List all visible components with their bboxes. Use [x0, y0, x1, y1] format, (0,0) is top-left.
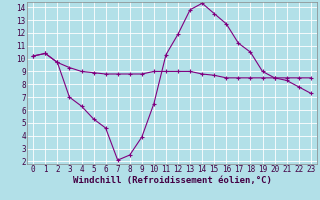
X-axis label: Windchill (Refroidissement éolien,°C): Windchill (Refroidissement éolien,°C): [73, 176, 271, 185]
